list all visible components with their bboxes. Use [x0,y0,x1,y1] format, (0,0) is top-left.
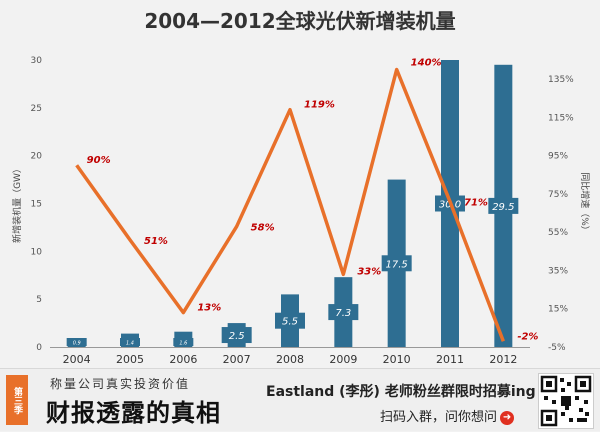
bar-value-label: 2.5 [229,331,245,342]
y-axis-title-right: 同比增速（%） [579,172,591,235]
qr-code[interactable] [538,373,594,429]
x-tick-label: 2008 [276,353,304,366]
growth-value-label: 33% [357,266,381,277]
x-axis: 2004 2005 2006 2007 2008 2009 2010 2011 2012 [50,348,530,367]
growth-line-series: 90% 51% 13% 58% 119% 33% 140% 71% -2% [77,58,539,343]
y-tick-label-left: 25 [31,104,42,114]
x-tick-label: 2004 [63,353,91,366]
y-axis-left: 0 5 10 15 20 25 30 [31,56,43,353]
y-axis-title-left: 新增装机量（GW） [11,164,23,243]
y-tick-label-left: 0 [36,343,42,353]
growth-value-label: 119% [304,100,335,111]
x-tick-label: 2011 [436,353,464,366]
banner-title: 财报透露的真相 [46,393,221,428]
x-tick-label: 2012 [489,353,517,366]
x-tick-label: 2010 [383,353,411,366]
banner-subtitle: 称量公司真实投资价值 [50,375,190,392]
growth-value-label: 90% [87,155,111,166]
y-tick-label-left: 15 [31,200,42,210]
bar-value-label: 1.4 [126,341,134,347]
y-tick-label-left: 10 [31,247,43,257]
growth-value-label: 140% [411,58,442,69]
y-tick-label-right: 75% [548,190,568,200]
bar-value-label: 7.3 [335,308,351,319]
x-tick-label: 2006 [169,353,197,366]
y-tick-label-right: 115% [548,113,574,123]
y-tick-label-right: 95% [548,152,568,162]
growth-value-label: -2% [517,331,538,342]
y-tick-label-right: 15% [548,305,568,315]
bar-value-label: 0.9 [73,341,81,347]
growth-value-label: 51% [144,236,168,247]
y-tick-label-right: -5% [548,343,566,353]
chart: 2004—2012全球光伏新增装机量 新增装机量（GW） 同比增速（%） 051… [0,0,600,368]
banner-promo-text: Eastland (李彤) 老师粉丝群限时招募ing [266,381,536,401]
y-tick-label-right: 55% [548,228,568,238]
x-tick-label: 2005 [116,353,144,366]
growth-value-label: 71% [464,198,488,209]
x-tick-label: 2009 [329,353,357,366]
y-tick-label-left: 5 [36,295,42,305]
arrow-right-icon: ➜ [500,411,514,425]
promo-banner: 第三季 称量公司真实投资价值 财报透露的真相 Eastland (李彤) 老师粉… [0,368,600,431]
y-tick-label-left: 20 [31,152,43,162]
y-tick-label-right: 35% [548,266,568,276]
banner-cta-text: 扫码入群，问你想问 [380,410,497,425]
season-badge: 第三季 [6,375,28,425]
y-tick-label-left: 30 [31,56,43,66]
qr-code-icon [539,374,593,428]
bar-value-label: 1.6 [179,341,187,347]
growth-value-label: 13% [197,303,221,314]
chart-title: 2004—2012全球光伏新增装机量 [144,9,455,33]
banner-cta[interactable]: 扫码入群，问你想问➜ [380,406,514,425]
y-axis-right: -5% 15% 35% 55% 75% 95% 115% 135% [548,75,574,353]
x-tick-label: 2007 [223,353,251,366]
growth-value-label: 58% [251,222,275,233]
bar-value-label: 17.5 [386,259,408,270]
bar-value-label: 29.5 [492,202,514,213]
y-tick-label-right: 135% [548,75,574,85]
bar-value-label: 5.5 [282,317,298,328]
